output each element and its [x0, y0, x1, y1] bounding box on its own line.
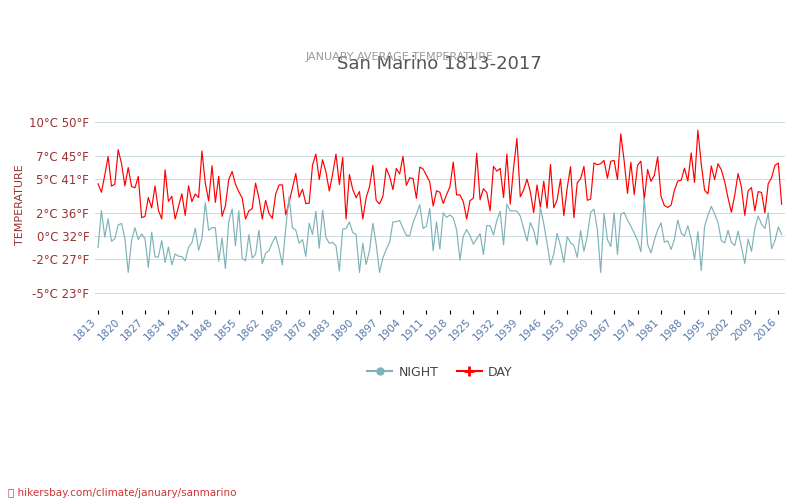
Text: 📍 hikersbay.com/climate/january/sanmarino: 📍 hikersbay.com/climate/january/sanmarin…: [8, 488, 237, 498]
Y-axis label: TEMPERATURE: TEMPERATURE: [15, 164, 25, 245]
Legend: NIGHT, DAY: NIGHT, DAY: [362, 360, 518, 384]
Title: San Marino 1813-2017: San Marino 1813-2017: [338, 55, 542, 73]
Text: JANUARY AVERAGE TEMPERATURE: JANUARY AVERAGE TEMPERATURE: [306, 52, 494, 62]
